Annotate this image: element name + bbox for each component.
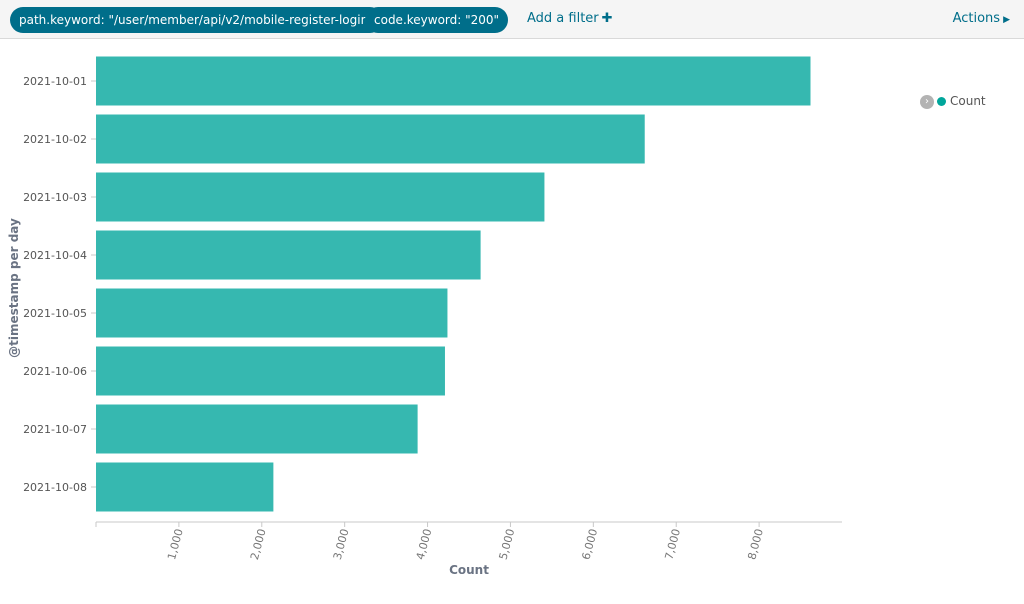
x-tick-label: 7,000 — [662, 527, 683, 561]
legend: › Count — [920, 94, 986, 109]
x-tick-label: 2,000 — [248, 527, 269, 561]
add-filter-label: Add a filter — [527, 11, 599, 26]
y-tick-label: 2021-10-08 — [23, 481, 87, 494]
filter-pill-code[interactable]: code.keyword: "200" — [365, 7, 509, 33]
x-tick-label: 1,000 — [165, 527, 186, 561]
chart-svg: 2021-10-01 2021-10-02 2021-10-03 2021-10-04… — [7, 56, 842, 577]
y-tick-label: 2021-10-03 — [23, 191, 87, 204]
y-tick-label: 2021-10-05 — [23, 307, 87, 320]
legend-toggle-icon[interactable]: › — [920, 94, 934, 109]
filter-pill-path[interactable]: path.keyword: "/user/member/api/v2/mobil… — [10, 7, 383, 33]
y-tick-label: 2021-10-04 — [23, 249, 87, 262]
bar-2021-10-01 — [96, 56, 811, 106]
bar-2021-10-04 — [96, 230, 481, 280]
y-axis-title: @timestamp per day — [7, 218, 21, 358]
x-tick-label: 4,000 — [414, 527, 435, 561]
actions-label: Actions — [952, 11, 1001, 26]
y-tick-label: 2021-10-02 — [23, 133, 87, 146]
filter-bar: path.keyword: "/user/member/api/v2/mobil… — [0, 0, 1024, 39]
bar-2021-10-07 — [96, 404, 418, 454]
add-filter-button[interactable]: Add a filter ✚ — [527, 11, 613, 26]
y-tick-label: 2021-10-06 — [23, 365, 87, 378]
y-tick-label: 2021-10-07 — [23, 423, 87, 436]
x-tick-label: 8,000 — [745, 527, 766, 561]
legend-color-dot — [937, 97, 946, 106]
x-tick-label: 3,000 — [331, 527, 352, 561]
caret-right-icon: ▶ — [1003, 15, 1010, 25]
y-tick-label: 2021-10-01 — [23, 75, 87, 88]
bar-2021-10-05 — [96, 288, 448, 338]
x-tick-label: 6,000 — [580, 527, 601, 561]
actions-button[interactable]: Actions ▶ — [953, 11, 1010, 26]
bar-2021-10-03 — [96, 172, 545, 222]
bar-2021-10-02 — [96, 114, 645, 164]
bar-2021-10-06 — [96, 346, 445, 396]
x-axis-title: Count — [449, 563, 489, 577]
bar-2021-10-08 — [96, 462, 274, 512]
bar-chart: 2021-10-01 2021-10-02 2021-10-03 2021-10-04… — [0, 40, 1024, 600]
legend-label-count[interactable]: Count — [950, 94, 986, 108]
plus-icon: ✚ — [601, 11, 613, 26]
x-tick-label: 5,000 — [497, 527, 518, 561]
